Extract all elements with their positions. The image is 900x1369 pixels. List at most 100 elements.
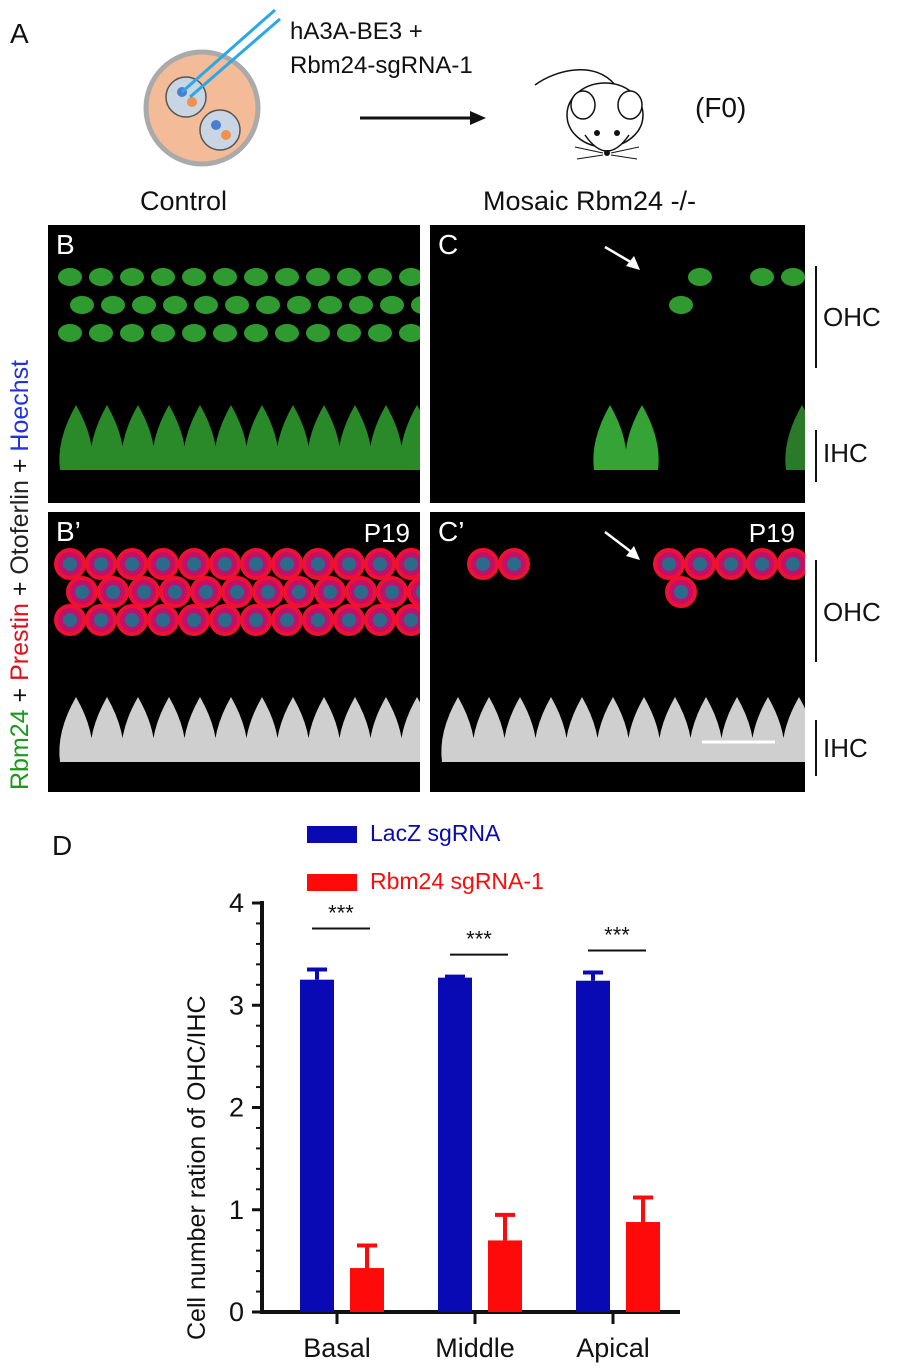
ohc-nucleus: [218, 613, 232, 627]
ohc-cell: [407, 576, 420, 608]
ohc-nucleus: [199, 585, 213, 599]
panel-b-prime-label: B’: [56, 516, 81, 547]
ohc-cell: [244, 324, 268, 342]
arrow-head-icon: [626, 546, 640, 560]
ohc-cell: [89, 324, 113, 342]
ohc-cell: [368, 268, 392, 286]
ihc-cell: [121, 697, 155, 762]
y-tick-label: 0: [229, 1297, 244, 1327]
ohc-nucleus: [94, 613, 108, 627]
ihc-cell: [307, 405, 341, 470]
ohc-cell: [58, 324, 82, 342]
ihc-cell: [625, 405, 659, 470]
ihc-bracket: [815, 720, 817, 776]
ohc-cell: [349, 296, 373, 314]
ohc-nucleus: [187, 557, 201, 571]
x-tick-label: Middle: [435, 1333, 515, 1363]
significance-label: ***: [328, 900, 354, 925]
ohc-cell: [70, 296, 94, 314]
ihc-cell: [307, 697, 341, 762]
ihc-cell: [689, 697, 723, 762]
ihc-cell: [121, 405, 155, 470]
ihc-cell: [183, 405, 217, 470]
ohc-nucleus: [63, 557, 77, 571]
ohc-nucleus: [311, 557, 325, 571]
ohc-cell: [194, 296, 218, 314]
legend-label-lacz: LacZ sgRNA: [370, 820, 501, 846]
significance-label: ***: [466, 927, 492, 952]
ohc-nucleus: [323, 585, 337, 599]
stain-plus: +: [6, 451, 34, 481]
ohc-nucleus: [373, 613, 387, 627]
ohc-cell: [318, 296, 342, 314]
ohc-cell: [399, 324, 420, 342]
stain-otoferlin: Otoferlin: [6, 480, 34, 575]
ohc-cell: [688, 268, 712, 286]
ohc-cell: [213, 268, 237, 286]
ohc-nucleus: [156, 557, 170, 571]
ihc-cell: [245, 405, 279, 470]
y-tick-label: 3: [229, 990, 244, 1020]
ohc-nucleus: [249, 613, 263, 627]
ihc-cell: [534, 697, 568, 762]
x-tick-label: Apical: [576, 1333, 650, 1363]
ohc-nucleus: [416, 585, 420, 599]
ohc-nucleus: [404, 557, 418, 571]
legend-swatch-lacz: [307, 826, 357, 843]
ohc-nucleus: [311, 613, 325, 627]
ihc-cell: [183, 697, 217, 762]
ohc-nucleus: [137, 585, 151, 599]
ohc-nucleus: [75, 585, 89, 599]
panel-b-image: B: [48, 225, 420, 503]
ohc-nucleus: [385, 585, 399, 599]
bar-lacz: [300, 979, 334, 1312]
ohc-nucleus: [674, 585, 688, 599]
ohc-nucleus: [168, 585, 182, 599]
ihc-cell: [276, 405, 310, 470]
ohc-nucleus: [724, 557, 738, 571]
ihc-cell: [214, 405, 248, 470]
ohc-nucleus: [230, 585, 244, 599]
ohc-nucleus: [125, 557, 139, 571]
ohc-nucleus: [94, 557, 108, 571]
ihc-cell: [785, 405, 805, 470]
ohc-nucleus: [342, 557, 356, 571]
ihc-cell: [658, 697, 692, 762]
ohc-cell: [151, 268, 175, 286]
ohc-cell: [275, 268, 299, 286]
ohc-cell: [182, 324, 206, 342]
panel-a-label: A: [10, 18, 29, 49]
column-title-control: Control: [140, 186, 228, 216]
y-tick-label: 1: [229, 1195, 244, 1225]
ihc-cell: [245, 697, 279, 762]
ohc-nucleus: [280, 613, 294, 627]
arrow-head-icon: [626, 256, 640, 270]
ohc-cell: [750, 268, 774, 286]
panel-c-prime-age: P19: [748, 518, 795, 548]
ihc-cell: [214, 697, 248, 762]
ohc-bracket: [815, 560, 817, 662]
legend-label-rbm24: Rbm24 sgRNA-1: [370, 868, 544, 894]
arrow-icon: [604, 531, 635, 555]
ihc-cell: [59, 405, 93, 470]
stain-rbm24: Rbm24: [6, 709, 34, 790]
generation-label: (F0): [695, 92, 747, 123]
ihc-label: IHC: [823, 733, 868, 763]
panel-b-prime-image: B’ P19: [48, 512, 420, 792]
ohc-nucleus: [662, 557, 676, 571]
ihc-cell: [338, 405, 372, 470]
bar-rbm24: [626, 1222, 660, 1312]
ohc-label: OHC: [823, 302, 881, 332]
ohc-nucleus: [755, 557, 769, 571]
stain-prestin: Prestin: [6, 603, 34, 681]
x-tick-label: Basal: [303, 1333, 371, 1363]
bar-rbm24: [350, 1268, 384, 1312]
ohc-bracket: [815, 266, 817, 368]
ohc-nucleus: [156, 613, 170, 627]
panel-c-image: C: [430, 225, 805, 503]
ohc-cell: [89, 268, 113, 286]
ohc-cell: [244, 268, 268, 286]
ohc-cell: [256, 296, 280, 314]
ohc-nucleus: [354, 585, 368, 599]
ohc-cell: [399, 268, 420, 286]
